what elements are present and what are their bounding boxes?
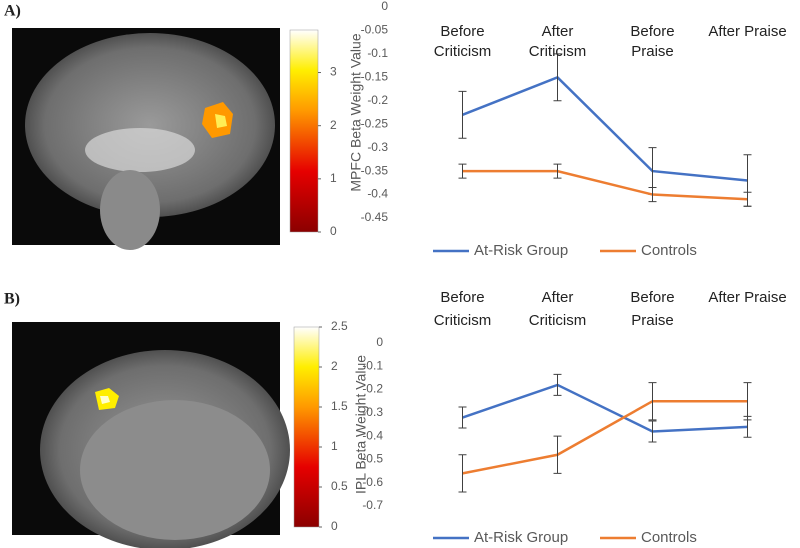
x-category-label: After Criticism: [528, 289, 587, 329]
colorbar-tick-label: 1: [330, 171, 337, 185]
series-line: [462, 383, 748, 433]
colorbar-tick-label: 3: [330, 65, 337, 79]
error-bar: [743, 191, 752, 207]
panel-label: B): [4, 291, 20, 308]
y-tick-label: -0.3: [362, 405, 383, 419]
error-bar: [743, 382, 752, 421]
colorbar-tick-label: 2: [330, 118, 337, 132]
y-tick-label: -0.35: [361, 163, 389, 177]
series-line: [462, 75, 748, 182]
y-tick-label: -0.6: [362, 475, 383, 489]
y-tick-label: -0.5: [362, 452, 383, 466]
error-bar: [458, 90, 467, 139]
colorbar-tick-label: 1: [331, 439, 338, 453]
x-category-label: After Criticism: [528, 23, 587, 60]
legend-label: Controls: [641, 529, 697, 546]
error-bar: [553, 163, 562, 179]
legend-label: Controls: [641, 242, 697, 259]
x-category-label: Before Praise: [630, 289, 675, 329]
series-line: [462, 399, 748, 475]
panel-label: A): [4, 3, 21, 20]
colorbar: [293, 326, 320, 528]
x-category-label: Before Criticism: [433, 289, 492, 329]
y-tick-label: -0.4: [362, 428, 383, 442]
error-bar: [553, 435, 562, 474]
y-tick-label: -0.4: [367, 187, 388, 201]
colorbar-tick-label: 2: [331, 359, 338, 373]
x-category-label: After Praise: [708, 289, 787, 306]
error-bar: [648, 187, 657, 203]
y-tick-label: -0.45: [361, 210, 389, 224]
x-category-label: Before Praise: [630, 23, 675, 60]
colorbar-tick-label: 0.5: [331, 479, 348, 493]
y-axis-label: MPFC Beta Weight Value: [348, 33, 364, 191]
y-tick-label: -0.05: [361, 23, 389, 37]
colorbar: [289, 29, 319, 233]
error-bar: [553, 373, 562, 396]
y-tick-label: -0.3: [367, 140, 388, 154]
y-axis-label: IPL Beta Weight Value: [353, 355, 369, 494]
colorbar-tick-label: 0: [331, 519, 338, 533]
series-line: [462, 169, 748, 201]
error-bar: [458, 163, 467, 179]
error-bar: [458, 406, 467, 429]
y-tick-label: -0.7: [362, 498, 383, 512]
legend-label: At-Risk Group: [474, 242, 568, 259]
brain-image: [12, 28, 280, 250]
error-bar: [648, 382, 657, 421]
colorbar-tick-label: 0: [330, 224, 337, 238]
error-bar: [458, 454, 467, 493]
y-tick-label: -0.1: [367, 46, 388, 60]
error-bar: [648, 420, 657, 443]
y-tick-label: 0: [376, 335, 383, 349]
x-category-label: Before Criticism: [433, 23, 492, 60]
y-tick-label: 0: [381, 0, 388, 13]
colorbar-tick-label: 1.5: [331, 399, 348, 413]
brain-image: [12, 322, 290, 548]
y-tick-label: -0.15: [361, 70, 389, 84]
y-tick-label: -0.2: [362, 382, 383, 396]
colorbar-tick-label: 2.5: [331, 319, 348, 333]
y-tick-label: -0.25: [361, 116, 389, 130]
error-bar: [553, 53, 562, 102]
y-tick-label: -0.1: [362, 358, 383, 372]
legend-label: At-Risk Group: [474, 529, 568, 546]
y-tick-label: -0.2: [367, 93, 388, 107]
x-category-label: After Praise: [708, 23, 787, 40]
